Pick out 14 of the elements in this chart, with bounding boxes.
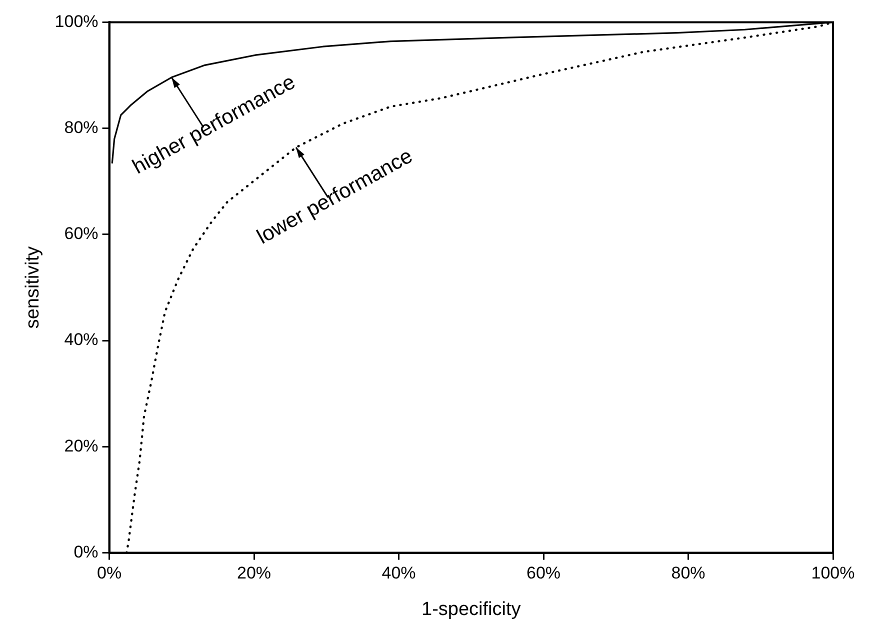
x-tick-label: 20%: [237, 564, 272, 583]
y-tick-label: 40%: [64, 330, 98, 350]
y-tick-label: 80%: [64, 118, 98, 138]
x-tick-label: 80%: [671, 564, 706, 583]
x-tick-label: 100%: [811, 564, 855, 583]
y-axis-title: sensitivity: [22, 246, 44, 329]
y-tick-label: 100%: [54, 12, 98, 31]
x-tick-label: 40%: [382, 564, 416, 583]
y-tick-label: 0%: [74, 542, 98, 562]
x-tick-label: 0%: [96, 564, 122, 583]
x-axis-title: 1-specificity: [422, 598, 522, 620]
y-tick-label: 20%: [64, 436, 98, 456]
x-tick-label: 60%: [526, 564, 561, 583]
y-tick-label: 60%: [64, 224, 98, 244]
